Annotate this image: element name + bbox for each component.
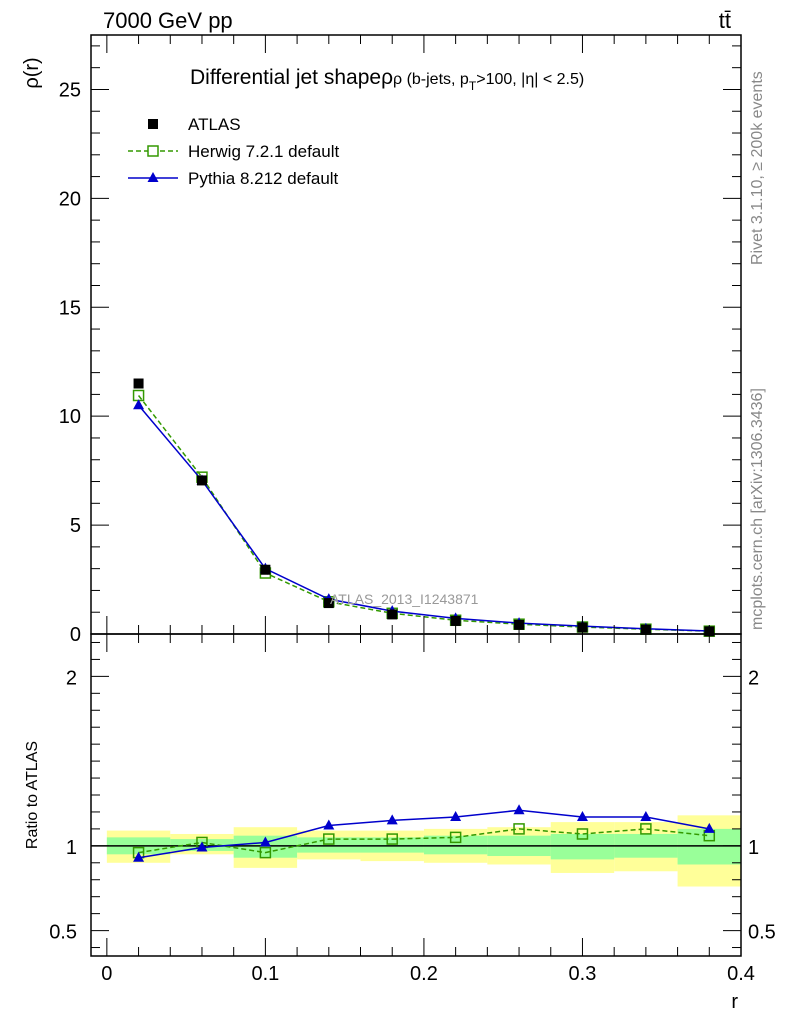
ratio-pythia-series-point bbox=[386, 814, 398, 825]
ratio-herwig-series-point bbox=[640, 823, 652, 835]
pythia-series-point bbox=[133, 399, 145, 410]
main-title-detail: T>100, |η| < 2.5) bbox=[469, 71, 584, 93]
herwig-series-point bbox=[132, 389, 145, 402]
ratio-pythia-series-point bbox=[133, 851, 145, 862]
ratio-band-stat bbox=[233, 835, 298, 858]
main-ytick-label: 25 bbox=[59, 79, 81, 101]
ratio-ylabel: Ratio to ATLAS bbox=[24, 741, 41, 849]
main-ytick-label: 15 bbox=[59, 297, 81, 319]
ratio-pythia-series-point bbox=[323, 819, 335, 830]
ratio-pythia-series-point bbox=[703, 822, 715, 833]
ratio-pythia-series-point bbox=[513, 804, 525, 815]
main-title: Differential jet shapeρρ (b-jets, p bbox=[190, 66, 469, 89]
ratio-pythia-series-point bbox=[259, 836, 271, 847]
ratio-panel-bands bbox=[91, 815, 741, 887]
ratio-band-stat bbox=[677, 828, 741, 865]
ratio-herwig-series-point bbox=[576, 828, 589, 840]
atlas-data-point bbox=[260, 564, 271, 575]
ratio-ytick-label-right: 0.5 bbox=[748, 922, 776, 944]
main-ytick-label: 20 bbox=[59, 188, 81, 210]
legend-label: Pythia 8.212 default bbox=[188, 169, 339, 188]
legend-label: Herwig 7.2.1 default bbox=[188, 142, 339, 161]
ratio-ytick-label: 0.5 bbox=[49, 922, 77, 944]
main-title-text: Differential jet shape bbox=[190, 66, 381, 89]
atlas-data-point bbox=[450, 615, 461, 626]
atlas-data-point bbox=[514, 619, 525, 630]
atlas-data-point bbox=[133, 378, 144, 389]
main-title-tail: >100, |η| < 2.5) bbox=[476, 71, 584, 88]
main-ytick-label: 0 bbox=[70, 624, 81, 646]
main-panel-axes: 0 5 10 15 20 25 bbox=[59, 35, 742, 646]
main-ylabel: ρ(r) bbox=[21, 57, 43, 88]
ratio-xtick-label: 0 bbox=[101, 963, 112, 985]
header-process-label: tt̄ bbox=[719, 8, 731, 33]
ratio-xtick-label: 0.2 bbox=[410, 963, 438, 985]
ratio-band-stat bbox=[360, 837, 424, 853]
legend-marker bbox=[148, 119, 158, 129]
ratio-pythia-series-point bbox=[196, 841, 208, 852]
atlas-data-point bbox=[387, 609, 398, 620]
ratio-xtick-label: 0.4 bbox=[727, 963, 755, 985]
ratio-pythia-series-point bbox=[576, 811, 588, 822]
legend-label: ATLAS bbox=[188, 115, 241, 134]
main-title-suffix: ρ (b-jets, p bbox=[393, 71, 469, 88]
ratio-panel-axes: 0.5 0.5 1 1 2 2 0 0.1 0.2 0.3 0.4 bbox=[49, 634, 776, 985]
ratio-band-stat bbox=[297, 837, 361, 853]
main-watermark: ATLAS_2013_I1243871 bbox=[330, 591, 479, 607]
header-energy-label: 7000 GeV pp bbox=[103, 8, 233, 33]
ratio-panel-frame bbox=[90, 633, 742, 957]
main-ytick-label: 5 bbox=[70, 515, 81, 537]
legend-marker bbox=[147, 145, 159, 157]
ratio-xlabel: r bbox=[731, 991, 738, 1013]
ratio-xtick-label: 0.3 bbox=[569, 963, 597, 985]
ratio-herwig-series-point bbox=[513, 823, 525, 835]
legend: ATLAS Herwig 7.2.1 default Pythia 8.212 de… bbox=[128, 115, 339, 188]
ratio-herwig-series-line bbox=[138, 828, 710, 854]
ratio-ytick-label: 1 bbox=[66, 837, 77, 859]
ratio-panel-series bbox=[132, 804, 716, 862]
ratio-ytick-label-right: 2 bbox=[748, 667, 759, 689]
main-title-subscript: T bbox=[469, 79, 477, 93]
ratio-herwig-series-point bbox=[449, 831, 462, 844]
ratio-herwig-series-point bbox=[259, 846, 272, 859]
ratio-pythia-series-point bbox=[450, 811, 462, 822]
ratio-band-stat bbox=[423, 835, 488, 855]
atlas-data-point bbox=[196, 475, 207, 486]
ratio-herwig-series-point bbox=[323, 833, 335, 845]
ratio-herwig-series-point bbox=[386, 833, 398, 845]
ratio-ytick-label-right: 1 bbox=[748, 837, 759, 859]
ratio-band-stat bbox=[550, 833, 615, 860]
ratio-ytick-label: 2 bbox=[66, 667, 77, 689]
ratio-pythia-series-line bbox=[138, 809, 710, 859]
main-ytick-label: 10 bbox=[59, 406, 81, 428]
ratio-pythia-series-point bbox=[640, 811, 652, 822]
mcplots-label: mcplots.cern.ch [arXiv:1306.3436] bbox=[749, 388, 766, 630]
rivet-label: Rivet 3.1.10, ≥ 200k events bbox=[749, 71, 766, 265]
atlas-data-point bbox=[323, 598, 334, 609]
ratio-xtick-label: 0.1 bbox=[251, 963, 279, 985]
main-title-rho: ρ bbox=[381, 66, 393, 89]
legend-marker bbox=[147, 172, 159, 182]
